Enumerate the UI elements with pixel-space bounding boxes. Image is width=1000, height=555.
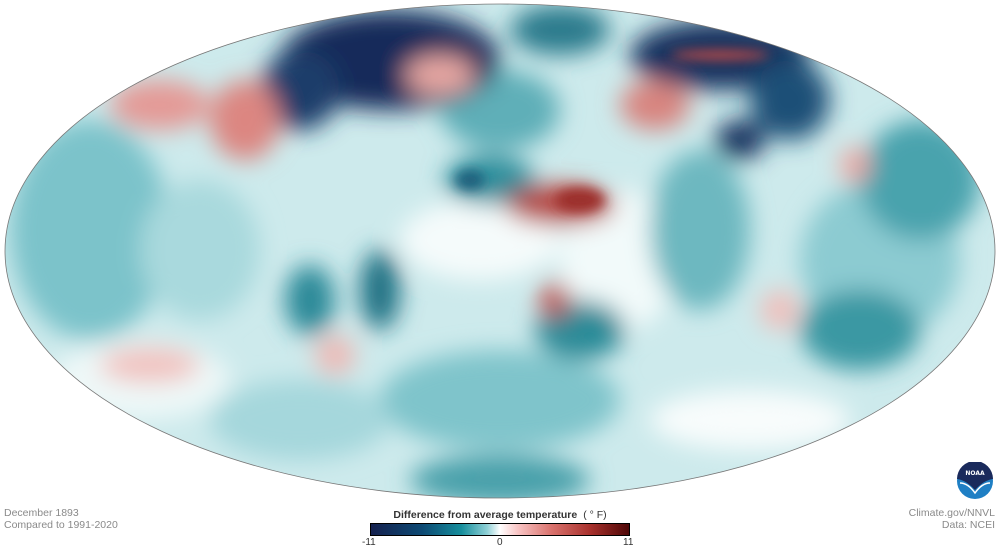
globe-outline: [4, 3, 996, 499]
legend-title-text: Difference from average temperature: [393, 509, 578, 521]
credit-source: Climate.gov/NNVL: [908, 507, 995, 519]
anomaly-field: [5, 4, 995, 498]
caption: December 1893 Compared to 1991-2020: [4, 507, 118, 531]
svg-text:NOAA: NOAA: [965, 470, 985, 477]
temperature-anomaly-map: [4, 3, 996, 499]
color-legend: Difference from average temperature ( ° F…: [362, 509, 634, 548]
legend-max-label: 11: [623, 537, 634, 548]
legend-colorbar: [370, 523, 630, 536]
legend-unit: ( ° F): [583, 509, 607, 521]
legend-min-label: -11: [362, 537, 376, 548]
legend-title: Difference from average temperature ( ° F…: [370, 509, 630, 521]
caption-baseline: Compared to 1991-2020: [4, 519, 118, 531]
noaa-logo-icon: NOAA: [957, 462, 993, 499]
credits: Climate.gov/NNVL Data: NCEI: [909, 507, 995, 531]
caption-date: December 1893: [4, 507, 79, 519]
credit-data: Data: NCEI: [941, 519, 995, 531]
legend-mid-label: 0: [497, 537, 503, 548]
